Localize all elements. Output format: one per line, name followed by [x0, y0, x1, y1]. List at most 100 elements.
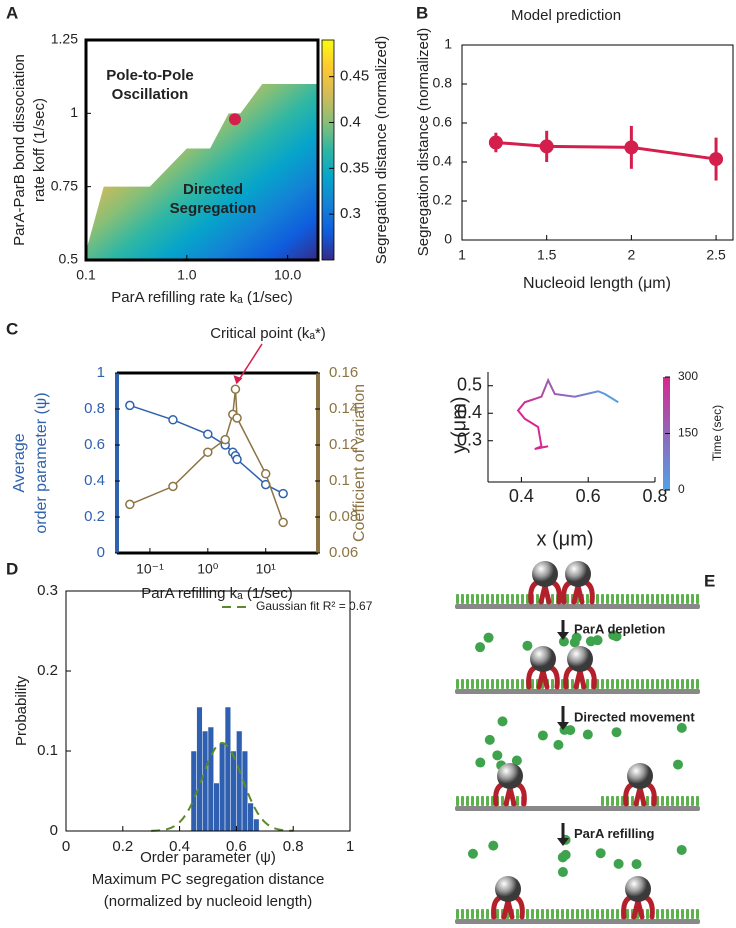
histogram-bar	[230, 750, 237, 832]
para-dimer	[456, 594, 459, 604]
series-point	[125, 499, 135, 510]
x-tick-label: 10⁰	[197, 561, 219, 577]
para-dimer	[656, 909, 659, 919]
series-point	[203, 447, 213, 457]
para-dimer	[501, 796, 504, 806]
para-dimer	[481, 679, 484, 689]
para-dimer	[681, 796, 684, 806]
series-point	[125, 400, 135, 411]
plot-frame	[84, 38, 320, 262]
x-axis-label: ParA refilling rate kₐ (1/sec)	[111, 289, 292, 306]
para-dimer	[461, 909, 464, 919]
region-annotation: Oscillation	[112, 86, 189, 103]
series-point	[260, 469, 271, 479]
para-dimer	[651, 594, 654, 604]
arrow-head	[233, 375, 243, 385]
y-tick-label: 0.1	[329, 472, 350, 489]
step-arrow-head	[557, 722, 569, 730]
y-tick-label: 0.5	[59, 251, 79, 267]
y-tick-label: 0.16	[329, 364, 358, 381]
y-axis-label: rate koff (1/sec)	[31, 98, 48, 202]
y-tick-label: 0.75	[51, 177, 78, 193]
para-dimer	[636, 594, 639, 604]
x-tick-label: 10¹	[256, 561, 277, 577]
para-dimer	[696, 594, 699, 604]
para-dimer	[641, 594, 644, 604]
para-dimer	[481, 594, 484, 604]
para-dimer	[471, 909, 474, 919]
para-dimer	[506, 594, 509, 604]
para-dimer	[611, 796, 614, 806]
para-dimer	[486, 679, 489, 689]
para-dimer	[486, 594, 489, 604]
histogram-bar	[190, 750, 197, 832]
partition-complex	[532, 561, 558, 587]
y-tick-label: 0.3	[457, 430, 482, 450]
y-tick-label: 0	[444, 231, 452, 247]
para-dimer	[671, 679, 674, 689]
free-para	[537, 730, 548, 741]
point	[488, 135, 503, 150]
y-tick-label: 0.2	[84, 508, 105, 525]
x-tick-label: 0.1	[76, 267, 96, 283]
free-para	[467, 848, 478, 859]
x-tick-label: 1	[346, 838, 354, 855]
x-tick-label: 0.8	[283, 838, 304, 855]
y-tick-label: 1	[70, 104, 78, 120]
free-para	[557, 867, 568, 878]
para-dimer	[636, 679, 639, 689]
y-tick-label: 0.8	[84, 400, 105, 417]
x-tick-label: 0.4	[169, 838, 190, 855]
para-dimer	[531, 909, 534, 919]
free-para	[497, 716, 508, 727]
region-annotation: Pole-to-Pole	[106, 67, 194, 84]
histogram-bar	[253, 818, 260, 832]
free-para	[475, 757, 486, 768]
para-dimer	[686, 796, 689, 806]
critical-point	[228, 113, 241, 126]
y-tick-label: 0.4	[340, 113, 361, 130]
para-dimer	[611, 594, 614, 604]
para-dimer	[466, 796, 469, 806]
para-dimer	[541, 909, 544, 919]
para-dimer	[686, 594, 689, 604]
para-dimer	[466, 909, 469, 919]
free-para	[611, 631, 622, 642]
para-dimer	[506, 679, 509, 689]
para-dimer	[526, 909, 529, 919]
para-dimer	[606, 679, 609, 689]
para-dimer	[631, 679, 634, 689]
histogram-bar	[247, 802, 254, 832]
plot-frame	[65, 590, 351, 832]
series-point	[278, 517, 288, 528]
para-dimer	[491, 679, 494, 689]
free-para	[488, 840, 499, 851]
y-axis-label: ParA-ParB bond dissociation	[11, 54, 28, 246]
partition-complex	[530, 646, 556, 672]
para-dimer	[486, 796, 489, 806]
para-dimer	[691, 796, 694, 806]
x-tick-label: 10⁻¹	[136, 561, 164, 577]
y-axis-label: Segregation distance (normalized)	[415, 28, 432, 256]
series-point	[230, 384, 241, 394]
annotation-arrow	[236, 343, 263, 383]
para-dimer	[601, 796, 604, 806]
para-dimer	[606, 796, 609, 806]
para-dimer	[496, 909, 499, 919]
partition-complex	[495, 876, 521, 902]
x-tick-label: 0	[62, 838, 70, 855]
line	[495, 141, 717, 161]
y-tick-label: 0.3	[37, 582, 58, 599]
para-dimer	[501, 594, 504, 604]
para-dimer	[536, 594, 539, 604]
x-tick-label: 10.0	[274, 267, 301, 283]
para-dimer	[616, 679, 619, 689]
histogram-bar	[196, 706, 203, 832]
para-dimer	[676, 909, 679, 919]
dna-strand	[455, 806, 700, 811]
para-dimer	[476, 796, 479, 806]
y-tick-label: 0.2	[37, 662, 58, 679]
para-dimer	[461, 679, 464, 689]
y-axis-label: Probability	[13, 675, 30, 746]
x-tick-label: 0.2	[112, 838, 133, 855]
